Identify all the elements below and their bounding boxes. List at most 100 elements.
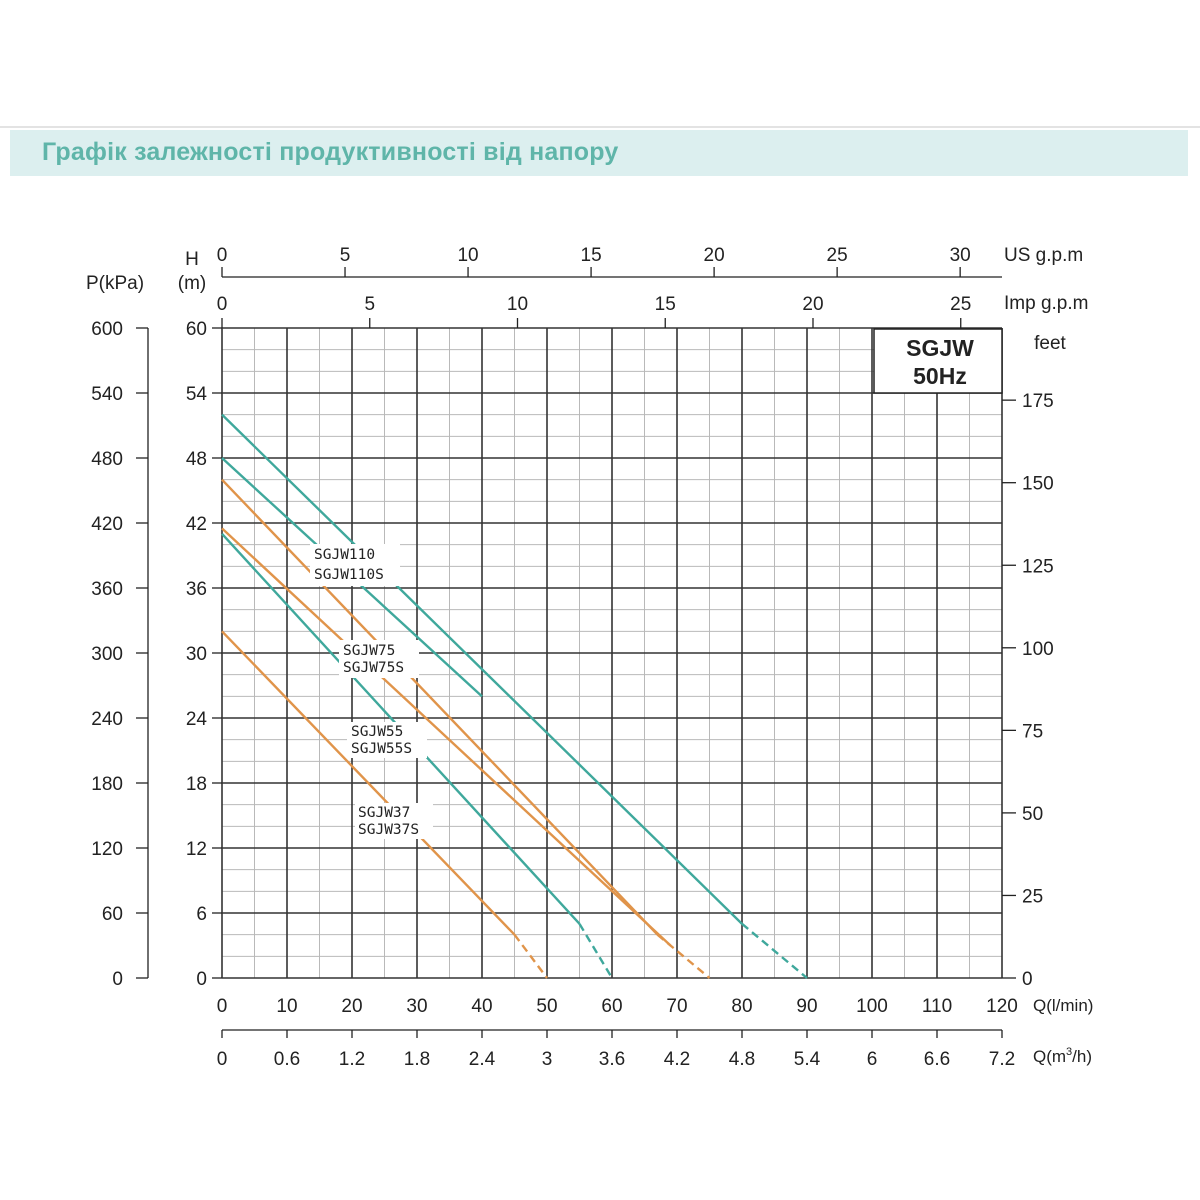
x-lpm-label: Q(l/min) [1033, 996, 1093, 1015]
kpa-tick-label: 600 [91, 319, 123, 340]
kpa-tick-label: 540 [91, 384, 123, 405]
curve-label-sgjw110s: SGJW110S [314, 567, 384, 583]
head-tick-label: 18 [186, 774, 207, 795]
curve-label-sgjw55: SGJW55 [351, 724, 403, 740]
kpa-tick-label: 300 [91, 644, 123, 665]
x-impgpm-label: Imp g.p.m [1004, 293, 1088, 314]
head-tick-label: 48 [186, 449, 207, 470]
curve-sgjw75-dashed [656, 933, 711, 979]
usgpm-tick-label: 5 [340, 245, 351, 266]
impgpm-tick-label: 5 [364, 294, 375, 315]
x-m3h-label-end: /h) [1072, 1047, 1092, 1066]
axes [136, 267, 1016, 1038]
feet-tick-label: 100 [1022, 639, 1054, 660]
curve-sgjw37-dashed [513, 933, 548, 979]
feet-tick-label: 50 [1022, 804, 1043, 825]
curve-label-sgjw75s: SGJW75S [343, 660, 404, 676]
head-tick-label: 36 [186, 579, 207, 600]
curve-label-bg [310, 544, 400, 586]
m3h-tick-label: 4.8 [729, 1049, 755, 1070]
head-tick-label: 0 [196, 969, 207, 990]
head-tick-label: 42 [186, 514, 207, 535]
m3h-tick-label: 6 [867, 1049, 878, 1070]
curve-sgjw55-dashed [578, 923, 614, 979]
m3h-tick-label: 6.6 [924, 1049, 950, 1070]
badge-box [873, 328, 1003, 394]
kpa-tick-label: 60 [102, 904, 123, 925]
lpm-tick-label: 70 [666, 996, 687, 1017]
badge-line1: SGJW [906, 335, 974, 361]
lpm-tick-label: 0 [217, 996, 228, 1017]
head-tick-label: 24 [186, 709, 208, 730]
m3h-tick-label: 1.2 [339, 1049, 365, 1070]
y-head-label-1: H [185, 249, 199, 270]
usgpm-tick-label: 10 [457, 245, 478, 266]
m3h-tick-label: 5.4 [794, 1049, 821, 1070]
m3h-tick-label: 3 [542, 1049, 553, 1070]
feet-tick-label: 0 [1022, 969, 1033, 990]
kpa-tick-label: 180 [91, 774, 123, 795]
m3h-tick-label: 0.6 [274, 1049, 300, 1070]
lpm-tick-label: 110 [922, 996, 952, 1017]
lpm-tick-label: 20 [341, 996, 362, 1017]
top-divider [0, 126, 1200, 128]
impgpm-tick-label: 15 [655, 294, 676, 315]
kpa-tick-label: 0 [112, 969, 123, 990]
kpa-tick-label: 420 [91, 514, 123, 535]
y-feet-label: feet [1034, 333, 1066, 354]
head-tick-label: 54 [186, 384, 208, 405]
impgpm-tick-label: 20 [802, 294, 823, 315]
kpa-tick-label: 120 [91, 839, 123, 860]
kpa-tick-label: 360 [91, 579, 123, 600]
m3h-tick-label: 1.8 [404, 1049, 430, 1070]
usgpm-tick-label: 0 [217, 245, 228, 266]
lpm-tick-label: 100 [856, 996, 888, 1017]
x-m3h-label-main: Q(m [1033, 1047, 1066, 1066]
lpm-tick-label: 90 [796, 996, 817, 1017]
m3h-tick-label: 3.6 [599, 1049, 625, 1070]
curve-label-sgjw75: SGJW75 [343, 643, 395, 659]
curve-sgjw110 [221, 413, 743, 925]
m3h-tick-label: 0 [217, 1049, 228, 1070]
lpm-tick-label: 80 [731, 996, 752, 1017]
feet-tick-label: 150 [1022, 474, 1054, 495]
feet-tick-label: 125 [1022, 556, 1054, 577]
lpm-tick-label: 120 [986, 996, 1018, 1017]
impgpm-tick-label: 0 [217, 294, 228, 315]
kpa-tick-label: 480 [91, 449, 123, 470]
head-tick-label: 30 [186, 644, 207, 665]
head-tick-label: 12 [186, 839, 207, 860]
curve-label-bg [347, 722, 427, 758]
lpm-tick-label: 30 [406, 996, 427, 1017]
head-tick-label: 6 [196, 904, 207, 925]
curves [221, 413, 808, 979]
kpa-tick-label: 240 [91, 709, 123, 730]
impgpm-tick-label: 25 [950, 294, 971, 315]
y-head-label-2: (m) [178, 273, 206, 294]
m3h-tick-label: 4.2 [664, 1049, 690, 1070]
curve-label-sgjw55s: SGJW55S [351, 741, 412, 757]
curve-sgjw37 [221, 630, 516, 936]
head-tick-label: 60 [186, 319, 207, 340]
lpm-tick-label: 50 [536, 996, 557, 1017]
feet-tick-label: 75 [1022, 721, 1043, 742]
usgpm-tick-label: 25 [827, 245, 848, 266]
x-m3h-label: Q(m3/h) [1033, 1046, 1092, 1066]
title-band: Графік залежності продуктивності від нап… [10, 130, 1188, 176]
m3h-tick-label: 7.2 [989, 1049, 1015, 1070]
curve-sgjw75 [221, 478, 659, 936]
y-kpa-label: P(kPa) [86, 273, 144, 294]
model-badge: SGJW 50Hz [873, 328, 1003, 394]
curve-label-sgjw110: SGJW110 [314, 547, 375, 563]
tick-labels: 0601201802403003604204805406000612182430… [91, 245, 1053, 1070]
curve-label-sgjw37s: SGJW37S [358, 822, 419, 838]
curve-sgjw110-dashed [741, 922, 808, 979]
curve-labels: SGJW110 SGJW110S SGJW75 SGJW75S SGJW55 S… [310, 544, 433, 839]
curve-label-bg [339, 640, 419, 678]
usgpm-tick-label: 20 [704, 245, 725, 266]
usgpm-tick-label: 15 [581, 245, 602, 266]
lpm-tick-label: 10 [276, 996, 297, 1017]
x-m3h-label-sup: 3 [1066, 1046, 1072, 1058]
badge-line2: 50Hz [913, 363, 967, 389]
